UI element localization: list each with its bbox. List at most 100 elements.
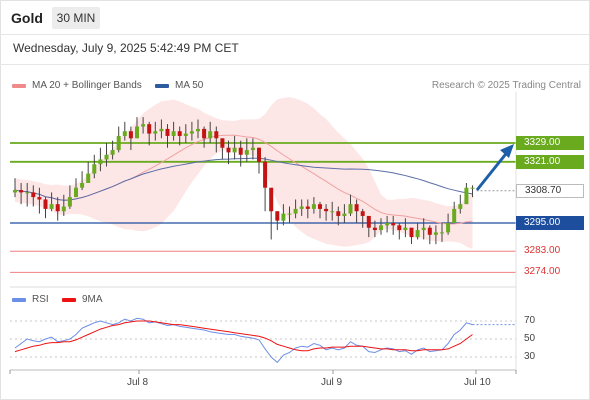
candle bbox=[360, 208, 365, 228]
candle-body bbox=[128, 131, 133, 139]
legend-rsi-ma-label: 9MA bbox=[82, 294, 103, 305]
candle-body bbox=[92, 164, 97, 174]
candle bbox=[226, 140, 231, 165]
candle bbox=[433, 225, 438, 245]
price-tag-pivot: 3295.00 bbox=[516, 216, 584, 230]
candle bbox=[49, 192, 54, 212]
forecast-arrow bbox=[475, 149, 511, 191]
candle bbox=[189, 121, 194, 141]
candle-body bbox=[250, 147, 255, 151]
candle bbox=[311, 197, 316, 214]
candle bbox=[110, 140, 115, 160]
candle bbox=[385, 215, 390, 233]
candle-body bbox=[360, 211, 365, 216]
candle-body bbox=[159, 128, 164, 132]
candle-body bbox=[263, 161, 268, 188]
x-axis-label: Jul 10 bbox=[464, 377, 491, 388]
candle bbox=[86, 161, 91, 183]
candle bbox=[208, 121, 213, 143]
candle bbox=[19, 183, 24, 205]
candle-body bbox=[281, 213, 286, 221]
candle-body bbox=[214, 131, 219, 139]
legend-ma20-label: MA 20 + Bollinger Bands bbox=[32, 80, 142, 91]
candle bbox=[342, 204, 347, 223]
rsi-level-label: 50 bbox=[524, 333, 536, 344]
candle bbox=[324, 204, 329, 221]
candle-body bbox=[220, 138, 225, 148]
candle bbox=[147, 121, 152, 146]
candle-body bbox=[342, 213, 347, 216]
header-bar: Gold 30 MIN bbox=[0, 0, 590, 36]
candle-body bbox=[397, 225, 402, 231]
candle-body bbox=[311, 204, 316, 209]
candle-body bbox=[25, 192, 30, 194]
candle bbox=[122, 121, 127, 141]
candle bbox=[13, 178, 17, 198]
candle bbox=[141, 117, 146, 134]
candle-body bbox=[458, 204, 463, 209]
copyright: Research © 2025 Trading Central bbox=[431, 80, 581, 91]
candle bbox=[135, 117, 139, 139]
candle-body bbox=[470, 187, 475, 189]
ma50-swatch bbox=[155, 83, 169, 88]
rsi-ma-line bbox=[14, 320, 473, 353]
candle bbox=[305, 199, 310, 219]
candle-body bbox=[86, 173, 91, 183]
candles-group bbox=[13, 117, 475, 245]
candle bbox=[336, 206, 341, 226]
header-divider bbox=[0, 34, 590, 35]
candle-body bbox=[287, 213, 292, 215]
candle bbox=[196, 119, 200, 139]
datetime-divider bbox=[0, 64, 590, 65]
candle-body bbox=[135, 126, 139, 139]
candle bbox=[116, 126, 121, 153]
candle-body bbox=[379, 225, 383, 231]
candle-body bbox=[55, 204, 60, 212]
candle-body bbox=[196, 128, 200, 132]
candle bbox=[452, 201, 457, 223]
candle bbox=[171, 121, 176, 141]
candle bbox=[159, 119, 164, 139]
candle bbox=[37, 187, 42, 214]
candle-body bbox=[415, 230, 420, 238]
candle-body bbox=[177, 131, 182, 136]
price-tag-resistance: 3321.00 bbox=[516, 154, 584, 169]
candle-body bbox=[348, 204, 353, 214]
candle-body bbox=[202, 128, 207, 139]
candle bbox=[80, 171, 85, 191]
candle bbox=[470, 185, 475, 198]
legend-rsi-ma[interactable]: 9MA bbox=[62, 294, 103, 305]
candle-body bbox=[354, 204, 359, 212]
candle bbox=[293, 199, 298, 219]
candle-body bbox=[189, 131, 194, 134]
candle-body bbox=[238, 147, 243, 155]
candle-body bbox=[98, 159, 103, 165]
price-tag-resistance: 3329.00 bbox=[516, 136, 584, 150]
candle-body bbox=[43, 199, 48, 209]
candle bbox=[183, 124, 188, 143]
timeframe-button[interactable]: 30 MIN bbox=[52, 7, 100, 29]
legend-ma50[interactable]: MA 50 bbox=[155, 80, 203, 91]
candle-body bbox=[330, 211, 335, 213]
candle bbox=[397, 223, 402, 240]
candle-body bbox=[153, 131, 158, 134]
candle bbox=[25, 183, 30, 207]
candle bbox=[403, 218, 408, 238]
legend-ma20[interactable]: MA 20 + Bollinger Bands bbox=[12, 80, 142, 91]
candle-body bbox=[275, 211, 280, 221]
candle bbox=[354, 199, 359, 223]
rsi-ma-swatch bbox=[62, 297, 76, 302]
candle bbox=[220, 138, 225, 160]
legend-rsi[interactable]: RSI bbox=[12, 294, 49, 305]
x-axis-label: Jul 8 bbox=[127, 377, 149, 388]
candle bbox=[287, 206, 292, 223]
candle bbox=[238, 140, 243, 167]
candle bbox=[446, 213, 451, 235]
candle-body bbox=[110, 150, 115, 155]
candle-body bbox=[147, 124, 152, 134]
candle-body bbox=[183, 133, 188, 136]
candle-body bbox=[403, 227, 408, 231]
candle bbox=[421, 218, 426, 240]
candle bbox=[269, 187, 274, 240]
